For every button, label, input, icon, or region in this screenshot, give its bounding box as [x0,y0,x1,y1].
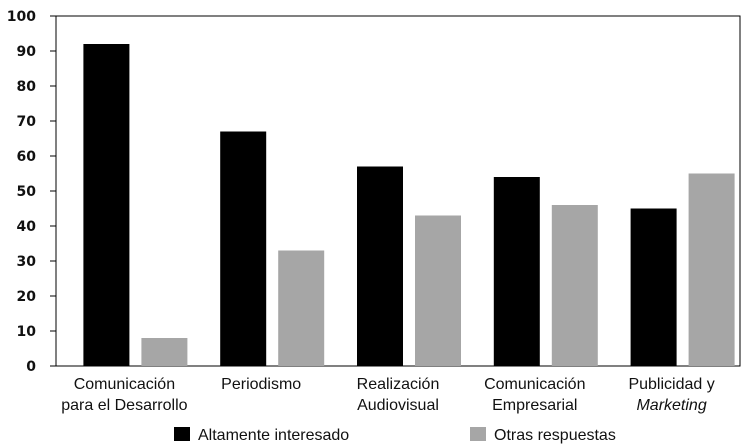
bar-otras-respuestas [551,205,598,366]
bar-otras-respuestas [278,250,325,366]
x-tick-label: Empresarial [492,397,577,414]
y-axis: 0 10 20 30 40 50 60 70 80 90 100 [7,9,56,375]
x-tick-label: para el Desarrollo [61,397,187,414]
legend-label: Otras respuestas [494,427,616,444]
bar-altamente-interesado [220,131,267,366]
y-tick-label: 100 [7,9,36,25]
x-tick-label: Comunicación [484,376,585,393]
y-tick-label: 80 [17,79,37,95]
legend-swatch [174,427,190,441]
y-tick-label: 70 [17,114,37,130]
y-tick-label: 0 [26,359,36,375]
bar-otras-respuestas [688,173,735,366]
y-tick-label: 90 [17,44,37,60]
x-tick-label: Comunicación [74,376,175,393]
x-tick-label: Realización [357,376,440,393]
bar-altamente-interesado [493,177,540,366]
bar-otras-respuestas [141,338,188,366]
legend: Altamente interesado Otras respuestas [174,427,616,444]
y-tick-label: 30 [17,254,37,270]
bar-otras-respuestas [415,215,461,366]
y-tick-label: 10 [17,324,37,340]
bars [83,44,735,366]
y-tick-label: 20 [17,289,37,305]
bar-altamente-interesado [357,166,403,366]
x-tick-label: Periodismo [221,376,301,393]
legend-label: Altamente interesado [198,427,349,444]
x-tick-label: Publicidad y [628,376,714,393]
y-tick-label: 50 [17,184,37,200]
bar-altamente-interesado [83,44,130,366]
y-tick-label: 60 [17,149,37,165]
x-tick-label: Marketing [636,397,706,414]
x-tick-label: Audiovisual [357,397,439,414]
y-tick-label: 40 [17,219,37,235]
bar-altamente-interesado [630,208,677,366]
legend-swatch [470,427,486,441]
x-axis: Comunicación para el Desarrollo Periodismo… [61,376,714,414]
